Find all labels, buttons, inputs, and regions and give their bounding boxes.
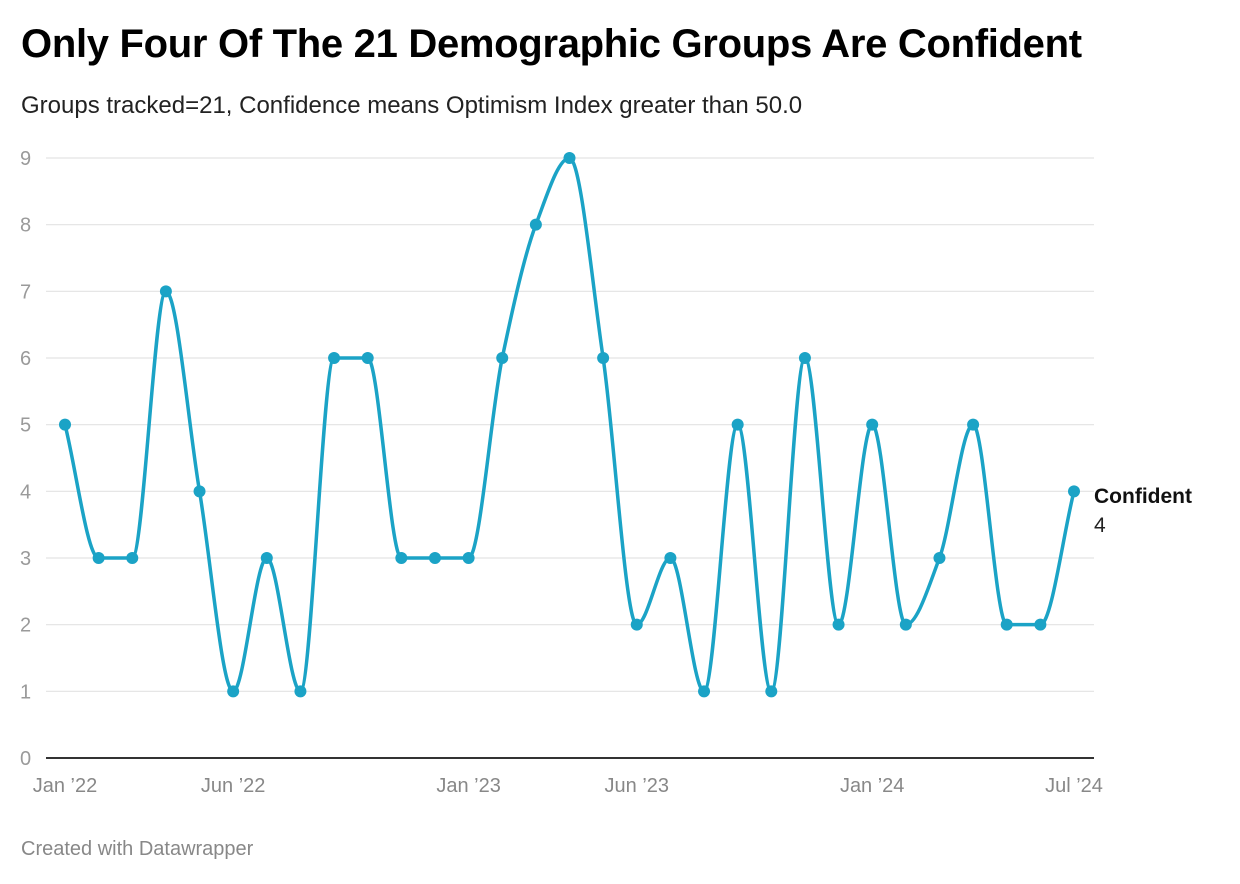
x-tick-label: Jul ’24	[1045, 775, 1103, 797]
y-tick-label: 0	[20, 748, 31, 770]
points-layer	[59, 152, 1080, 698]
y-tick-label: 7	[20, 281, 31, 303]
data-point	[92, 552, 105, 564]
chart-subtitle: Groups tracked=21, Confidence means Opti…	[21, 92, 803, 119]
data-point	[664, 552, 677, 564]
data-point	[328, 352, 341, 364]
data-point	[227, 685, 240, 698]
y-tick-label: 6	[20, 348, 31, 370]
x-tick-label: Jan ’22	[33, 775, 98, 797]
grid-layer	[46, 157, 1094, 759]
x-tick-label: Jun ’23	[605, 775, 670, 797]
data-point	[933, 552, 946, 564]
data-point	[395, 552, 408, 564]
data-point	[1000, 618, 1013, 631]
y-tick-label: 8	[20, 215, 31, 237]
data-point	[899, 618, 912, 631]
x-tick-label: Jun ’22	[201, 775, 266, 797]
x-tick-label: Jan ’24	[840, 775, 905, 797]
y-tick-label: 4	[20, 481, 31, 503]
data-point	[866, 418, 879, 431]
data-point	[832, 618, 845, 631]
data-point	[260, 552, 273, 564]
data-point	[529, 218, 542, 231]
data-point	[731, 418, 744, 431]
data-point	[462, 552, 475, 564]
data-point	[59, 418, 71, 431]
data-point	[698, 685, 711, 698]
end-label-value: 4	[1094, 514, 1106, 537]
y-tick-label: 2	[20, 615, 31, 637]
end-label: Confident 4	[1094, 485, 1192, 537]
y-tick-label: 5	[20, 415, 31, 437]
data-point	[597, 352, 610, 364]
data-point	[798, 352, 811, 364]
x-tick-label: Jan ’23	[436, 775, 501, 797]
data-point	[428, 552, 441, 564]
y-tick-label: 1	[20, 681, 31, 703]
data-point	[1068, 485, 1080, 498]
data-point	[563, 152, 576, 164]
data-point	[496, 352, 509, 364]
data-point	[294, 685, 307, 698]
data-point	[630, 618, 643, 631]
footer-credit: Created with Datawrapper	[21, 838, 254, 860]
data-point	[1034, 618, 1047, 631]
data-point	[159, 285, 172, 298]
y-tick-label: 3	[20, 548, 31, 570]
x-axis: Jan ’22 Jun ’22 Jan ’23 Jun ’23 Jan ’24 Jul ’…	[33, 775, 1103, 797]
data-point	[765, 685, 778, 698]
y-tick-label: 9	[20, 148, 31, 170]
data-point	[126, 552, 139, 564]
chart-title: Only Four Of The 21 Demographic Groups A…	[21, 22, 1082, 66]
data-point	[361, 352, 374, 364]
data-point	[193, 485, 206, 498]
data-point	[967, 418, 980, 431]
end-label-name: Confident	[1094, 485, 1192, 508]
y-axis: 0 1 2 3 4 5 6 7 8 9	[20, 148, 31, 770]
